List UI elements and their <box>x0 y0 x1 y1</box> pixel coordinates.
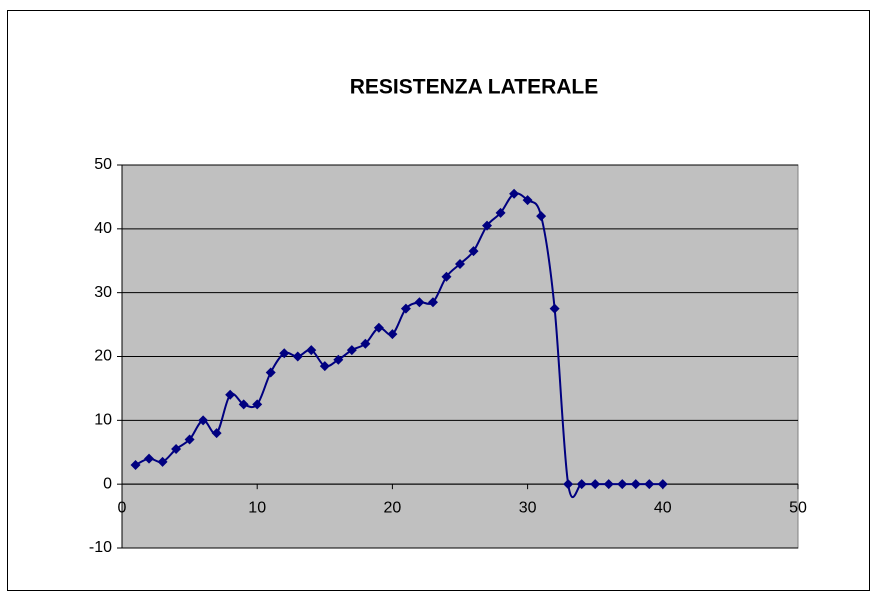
marker <box>468 246 479 257</box>
marker <box>198 415 209 426</box>
marker <box>657 479 668 490</box>
marker <box>184 434 195 445</box>
marker <box>441 271 452 282</box>
y-tick-label: -10 <box>89 539 112 556</box>
x-tick-label: 40 <box>654 499 672 516</box>
marker <box>400 303 411 314</box>
marker <box>373 322 384 333</box>
marker <box>292 351 303 362</box>
marker <box>427 297 438 308</box>
marker <box>522 195 533 206</box>
marker <box>414 297 425 308</box>
chart-title: RESISTENZA LATERALE <box>350 76 599 99</box>
marker <box>346 345 357 356</box>
marker <box>482 220 493 231</box>
marker <box>590 479 601 490</box>
marker <box>333 354 344 365</box>
marker <box>225 389 236 400</box>
marker <box>563 479 574 490</box>
x-tick-label: 0 <box>118 499 127 516</box>
x-tick-label: 10 <box>248 499 266 516</box>
marker <box>265 367 276 378</box>
marker <box>603 479 614 490</box>
y-tick-label: 50 <box>94 156 112 173</box>
marker <box>238 399 249 410</box>
marker <box>171 444 182 455</box>
marker <box>319 361 330 372</box>
marker <box>157 456 168 467</box>
marker <box>360 338 371 349</box>
marker <box>279 348 290 359</box>
x-tick-label: 50 <box>789 499 807 516</box>
marker <box>387 329 398 340</box>
marker <box>509 188 520 199</box>
marker <box>536 211 547 222</box>
marker <box>306 345 317 356</box>
marker <box>130 460 141 471</box>
marker <box>549 303 560 314</box>
marker <box>644 479 655 490</box>
y-tick-label: 20 <box>94 348 112 365</box>
y-tick-label: 0 <box>103 475 112 492</box>
y-tick-label: 40 <box>94 220 112 237</box>
marker <box>144 453 155 464</box>
marker <box>252 399 263 410</box>
x-tick-label: 20 <box>384 499 402 516</box>
marker <box>617 479 628 490</box>
marker <box>630 479 641 490</box>
marker <box>455 258 465 269</box>
y-tick-label: 30 <box>94 284 112 301</box>
marker <box>211 428 222 439</box>
marker <box>495 207 506 218</box>
y-tick-label: 10 <box>94 412 112 429</box>
marker <box>576 479 587 490</box>
x-tick-label: 30 <box>519 499 537 516</box>
